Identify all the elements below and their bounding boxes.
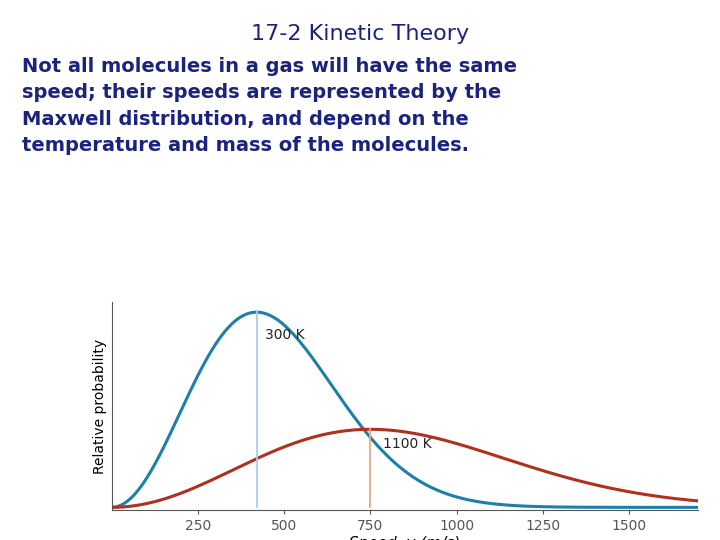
Y-axis label: Relative probability: Relative probability: [94, 339, 107, 474]
Text: 300 K: 300 K: [265, 328, 305, 342]
Text: 17-2 Kinetic Theory: 17-2 Kinetic Theory: [251, 24, 469, 44]
Text: 1100 K: 1100 K: [382, 437, 431, 451]
X-axis label: Speed, v (m/s): Speed, v (m/s): [349, 536, 461, 540]
Text: Not all molecules in a gas will have the same
speed; their speeds are represente: Not all molecules in a gas will have the…: [22, 57, 517, 155]
